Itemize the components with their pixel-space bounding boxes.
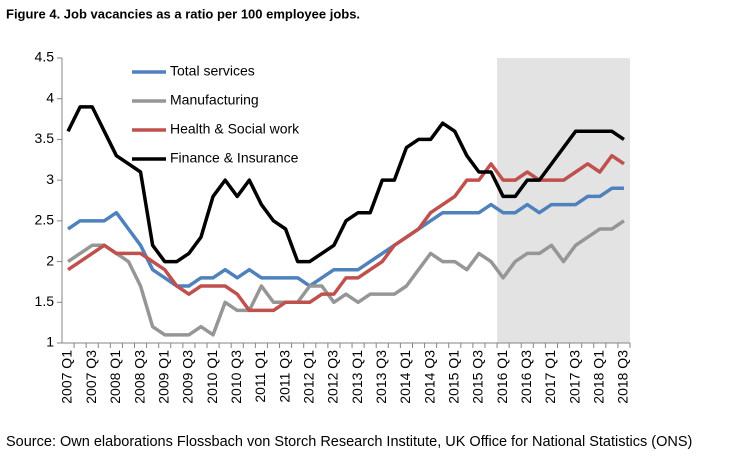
y-tick-label: 2.5 [35, 212, 55, 228]
shaded-region [497, 58, 630, 343]
series-line [67, 219, 625, 337]
x-tick-label: 2013 Q3 [373, 350, 389, 404]
x-tick-label: 2017 Q3 [566, 350, 582, 404]
legend-label: Health & Social work [170, 121, 300, 137]
x-tick-label: 2017 Q1 [542, 350, 558, 404]
x-tick-label: 2007 Q3 [83, 350, 99, 404]
source-note: Source: Own elaborations Flossbach von S… [6, 434, 692, 450]
x-tick-label: 2014 Q3 [421, 350, 437, 404]
series-line [67, 153, 625, 313]
y-tick-label: 3 [46, 171, 54, 187]
x-tick-label: 2013 Q1 [349, 350, 365, 404]
legend-label: Manufacturing [170, 92, 259, 108]
x-tick-label: 2012 Q1 [300, 350, 316, 404]
series-line [67, 186, 624, 288]
y-tick-label: 4 [46, 89, 54, 105]
legend-label: Total services [170, 63, 255, 79]
y-tick-label: 2 [46, 252, 54, 268]
y-tick-label: 1.5 [35, 293, 55, 309]
x-tick-label: 2012 Q3 [325, 350, 341, 404]
x-tick-label: 2016 Q1 [494, 350, 510, 404]
y-tick-label: 1 [46, 334, 54, 350]
series-line [66, 105, 625, 264]
x-tick-label: 2009 Q1 [155, 350, 171, 404]
x-tick-label: 2008 Q1 [107, 350, 123, 404]
x-tick-label: 2011 Q1 [252, 350, 268, 403]
x-tick-label: 2009 Q3 [180, 350, 196, 404]
y-tick-label: 3.5 [35, 130, 55, 146]
legend-label: Finance & Insurance [170, 150, 299, 166]
x-tick-label: 2008 Q3 [131, 350, 147, 404]
x-tick-label: 2016 Q3 [518, 350, 534, 404]
x-tick-label: 2018 Q3 [615, 350, 631, 404]
chart-title: Figure 4. Job vacancies as a ratio per 1… [6, 6, 360, 21]
x-tick-label: 2014 Q1 [397, 350, 413, 404]
x-tick-label: 2015 Q1 [445, 350, 461, 404]
x-tick-label: 2007 Q1 [59, 350, 75, 404]
x-tick-label: 2018 Q1 [590, 350, 606, 404]
x-tick-label: 2010 Q1 [204, 350, 220, 404]
x-tick-label: 2015 Q3 [470, 350, 486, 404]
x-tick-label: 2011 Q3 [276, 350, 292, 403]
y-tick-label: 4.5 [35, 49, 55, 65]
x-tick-label: 2010 Q3 [228, 350, 244, 404]
